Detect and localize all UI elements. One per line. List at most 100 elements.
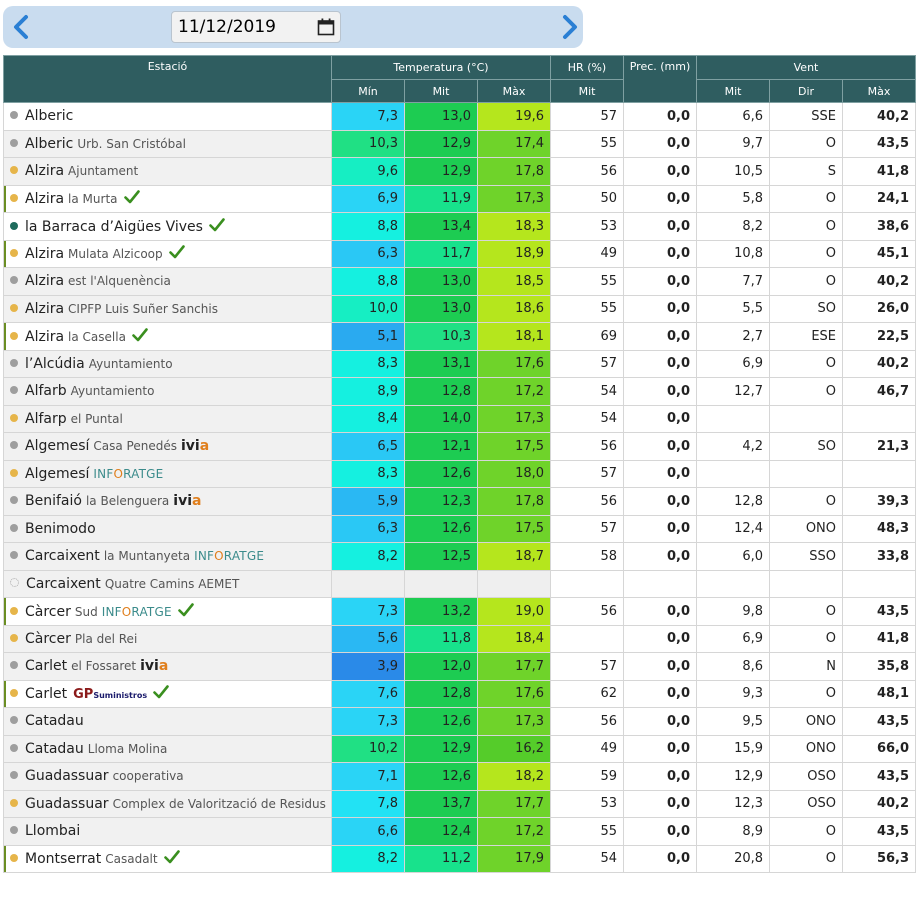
station-cell[interactable]: Alberic xyxy=(3,102,332,131)
station-cell[interactable]: Alzira Mulata Alzicoop xyxy=(3,239,332,268)
station-cell[interactable]: Càrcer Pla del Rei xyxy=(3,624,332,653)
table-row[interactable]: Carcaixent Quatre Camins AEMET xyxy=(3,569,917,598)
station-cell[interactable]: Benimodo xyxy=(3,514,332,543)
status-dot-icon xyxy=(10,221,18,230)
header-station[interactable]: Estació xyxy=(3,55,332,103)
table-row[interactable]: Alzira Mulata Alzicoop 6,3 11,7 18,9 49 0,0 10,… xyxy=(3,239,917,268)
table-row[interactable]: Alzira la Casella 5,1 10,3 18,1 69 0,0 2,7 ESE 22… xyxy=(3,322,917,351)
table-row[interactable]: Carcaixent la Muntanyeta INFORATGE 8,2 12,5 1… xyxy=(3,542,917,571)
station-cell[interactable]: Carcaixent la Muntanyeta INFORATGE xyxy=(3,542,332,571)
station-cell[interactable]: Alfarp el Puntal xyxy=(3,404,332,433)
wind-mit-cell: 6,0 xyxy=(696,542,771,571)
header-wind-mit[interactable]: Mit xyxy=(696,79,771,103)
header-wind-dir[interactable]: Dir xyxy=(769,79,844,103)
table-row[interactable]: la Barraca d’Aigües Vives 8,8 13,4 18,3 53 0,… xyxy=(3,212,917,241)
station-cell[interactable]: Catadau Lloma Molina xyxy=(3,734,332,763)
header-precipitation[interactable]: Prec. (mm) xyxy=(623,55,698,103)
humidity-cell: 55 xyxy=(550,294,625,323)
temp-min-cell: 6,6 xyxy=(331,817,405,846)
table-row[interactable]: Alzira est l'Alquenència 8,8 13,0 18,5 55 0,0 7… xyxy=(3,267,917,296)
station-cell[interactable]: Montserrat Casadalt xyxy=(3,844,332,873)
humidity-cell: 62 xyxy=(550,679,625,708)
station-cell[interactable]: Carcaixent Quatre Camins AEMET xyxy=(3,569,332,598)
station-name: Carcaixent xyxy=(25,548,100,565)
station-cell[interactable]: Càrcer Sud INFORATGE xyxy=(3,597,332,626)
table-row[interactable]: Alfarb Ayuntamiento 8,9 12,8 17,2 54 0,0 12,7 O 4… xyxy=(3,377,917,406)
table-row[interactable]: l’Alcúdia Ayuntamiento 8,3 13,1 17,6 57 0,0 6,9… xyxy=(3,349,917,378)
station-name: Alberic xyxy=(25,135,74,152)
station-cell[interactable]: Alzira la Murta xyxy=(3,184,332,213)
calendar-icon[interactable] xyxy=(317,18,335,36)
table-row[interactable]: Llombai 6,6 12,4 17,2 55 0,0 8,9 O 43,5 xyxy=(3,817,917,846)
wind-dir-cell: O xyxy=(769,487,844,516)
temp-mit-cell: 12,8 xyxy=(404,377,478,406)
header-wind: Vent xyxy=(696,55,917,80)
temp-min-cell: 10,3 xyxy=(331,129,405,158)
status-dot-icon xyxy=(10,249,18,258)
wind-max-cell: 43,5 xyxy=(842,597,917,626)
station-cell[interactable]: Alzira la Casella xyxy=(3,322,332,351)
table-row[interactable]: Algemesí INFORATGE 8,3 12,6 18,0 57 0,0 xyxy=(3,459,917,488)
wind-mit-cell: 8,9 xyxy=(696,817,771,846)
table-row[interactable]: Carlet el Fossaret ivia 3,9 12,0 17,7 57 0,0 8,6… xyxy=(3,652,917,681)
table-row[interactable]: Benifaió la Belenguera ivia 5,9 12,3 17,8 56 0,… xyxy=(3,487,917,516)
station-cell[interactable]: Algemesí Casa Penedés ivia xyxy=(3,432,332,461)
station-cell[interactable]: Alzira Ajuntament xyxy=(3,157,332,186)
wind-dir-cell: ONO xyxy=(769,514,844,543)
temp-min-cell: 5,6 xyxy=(331,624,405,653)
table-row[interactable]: Alzira la Murta 6,9 11,9 17,3 50 0,0 5,8 O 24,1 xyxy=(3,184,917,213)
station-cell[interactable]: Guadassuar cooperativa xyxy=(3,762,332,791)
station-cell[interactable]: l’Alcúdia Ayuntamiento xyxy=(3,349,332,378)
station-cell[interactable]: Algemesí INFORATGE xyxy=(3,459,332,488)
table-row[interactable]: Montserrat Casadalt 8,2 11,2 17,9 54 0,0 20,8 O 5… xyxy=(3,844,917,873)
table-row[interactable]: Catadau Lloma Molina 10,2 12,9 16,2 49 0,0 15,9… xyxy=(3,734,917,763)
station-cell[interactable]: Carlet GPSuministros xyxy=(3,679,332,708)
wind-max-cell: 33,8 xyxy=(842,542,917,571)
next-day-arrow-icon[interactable] xyxy=(556,14,582,40)
header-temp-mit[interactable]: Mit xyxy=(404,79,478,103)
station-cell[interactable]: Alberic Urb. San Cristóbal xyxy=(3,129,332,158)
table-row[interactable]: Alfarp el Puntal 8,4 14,0 17,3 54 0,0 xyxy=(3,404,917,433)
station-cell[interactable]: Carlet el Fossaret ivia xyxy=(3,652,332,681)
wind-max-cell: 26,0 xyxy=(842,294,917,323)
temp-max-cell: 17,6 xyxy=(476,349,552,378)
station-cell[interactable]: Catadau xyxy=(3,707,332,736)
table-row[interactable]: Càrcer Sud INFORATGE 7,3 13,2 19,0 56 0,0 9,8 O 43… xyxy=(3,597,917,626)
temp-mit-cell: 12,6 xyxy=(404,459,478,488)
ivia-logo: ivia xyxy=(173,493,202,510)
table-row[interactable]: Carlet GPSuministros 7,6 12,8 17,6 62 0,0 9,3 O 4… xyxy=(3,679,917,708)
table-row[interactable]: Algemesí Casa Penedés ivia 6,5 12,1 17,5 56 0,0… xyxy=(3,432,917,461)
precipitation-cell: 0,0 xyxy=(623,652,698,681)
wind-mit-cell: 9,5 xyxy=(696,707,771,736)
table-row[interactable]: Catadau 7,3 12,6 17,3 56 0,0 9,5 ONO 43,5 xyxy=(3,707,917,736)
station-cell[interactable]: Guadassuar Complex de Valorització de Res… xyxy=(3,789,332,818)
date-value: 11/12/2019 xyxy=(178,17,276,37)
header-temp-min[interactable]: Mín xyxy=(331,79,405,103)
table-row[interactable]: Guadassuar cooperativa 7,1 12,6 18,2 59 0,0 12,… xyxy=(3,762,917,791)
table-row[interactable]: Alzira CIPFP Luis Suñer Sanchis 10,0 13,0 18… xyxy=(3,294,917,323)
wind-max-cell: 40,2 xyxy=(842,267,917,296)
wind-mit-cell: 12,8 xyxy=(696,487,771,516)
wind-dir-cell: O xyxy=(769,597,844,626)
date-input[interactable]: 11/12/2019 xyxy=(171,11,341,43)
temp-mit-cell: 12,9 xyxy=(404,734,478,763)
humidity-cell: 57 xyxy=(550,349,625,378)
inforatge-logo: INFORATGE xyxy=(101,604,172,619)
station-cell[interactable]: la Barraca d’Aigües Vives xyxy=(3,212,332,241)
table-row[interactable]: Alzira Ajuntament 9,6 12,9 17,8 56 0,0 10,5 S 41,… xyxy=(3,157,917,186)
previous-day-arrow-icon[interactable] xyxy=(9,14,35,40)
header-hr-mit[interactable]: Mit xyxy=(550,79,625,103)
header-temp-max[interactable]: Màx xyxy=(476,79,552,103)
table-row[interactable]: Guadassuar Complex de Valorització de Res… xyxy=(3,789,917,818)
table-row[interactable]: Alberic 7,3 13,0 19,6 57 0,0 6,6 SSE 40,2 xyxy=(3,102,917,131)
table-row[interactable]: Benimodo 6,3 12,6 17,5 57 0,0 12,4 ONO 48,3 xyxy=(3,514,917,543)
humidity-cell: 54 xyxy=(550,844,625,873)
station-cell[interactable]: Alfarb Ayuntamiento xyxy=(3,377,332,406)
station-cell[interactable]: Alzira CIPFP Luis Suñer Sanchis xyxy=(3,294,332,323)
table-row[interactable]: Càrcer Pla del Rei 5,6 11,8 18,4 0,0 6,9 O 41,8 xyxy=(3,624,917,653)
station-cell[interactable]: Alzira est l'Alquenència xyxy=(3,267,332,296)
station-cell[interactable]: Llombai xyxy=(3,817,332,846)
station-cell[interactable]: Benifaió la Belenguera ivia xyxy=(3,487,332,516)
table-row[interactable]: Alberic Urb. San Cristóbal 10,3 12,9 17,4 55 0… xyxy=(3,129,917,158)
header-wind-max[interactable]: Màx xyxy=(842,79,917,103)
